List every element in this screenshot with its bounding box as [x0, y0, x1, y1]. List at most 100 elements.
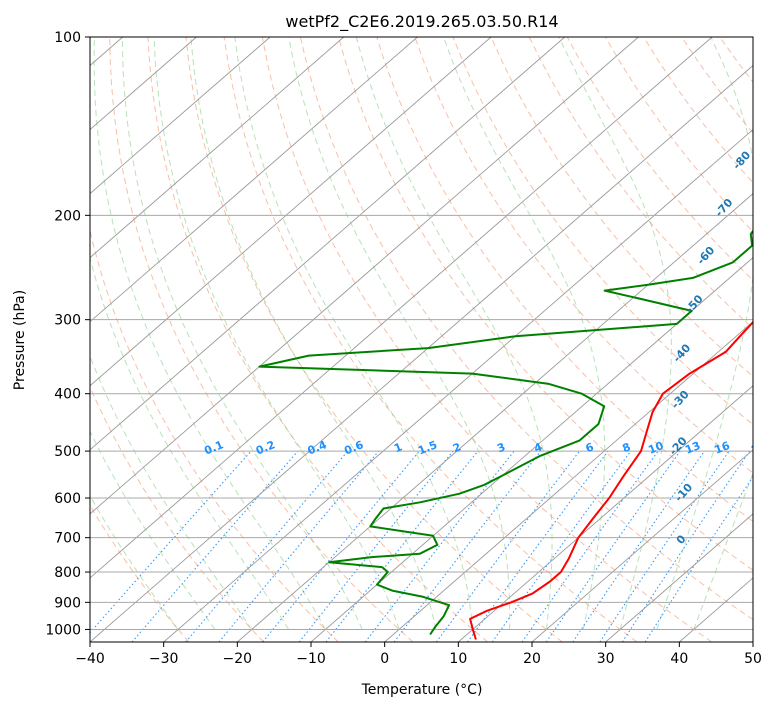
mixing-ratio-line — [262, 450, 420, 642]
isotherm-line — [310, 257, 753, 642]
moist-adiabat-line — [656, 37, 753, 630]
mixing-ratio-label: 16 — [713, 439, 732, 457]
y-axis-ticks: 100 200 300 400 500 600 700 800 900 1000 — [45, 30, 90, 638]
moist-adiabat-line — [693, 471, 753, 630]
y-tick-label: 700 — [54, 531, 81, 547]
moist-adiabat-line — [93, 37, 326, 630]
dry-adiabat-label: -60 — [694, 244, 717, 268]
dry-adiabat-line — [643, 37, 753, 184]
mixing-ratio-line — [218, 450, 380, 642]
mixing-ratio-line — [325, 450, 479, 642]
mixing-ratio-label: 20 — [750, 439, 769, 457]
dry-adiabat-line — [223, 37, 638, 642]
mixing-ratio-line — [491, 450, 632, 642]
moist-adiabat-label: 30 — [760, 555, 775, 575]
isotherm-line — [531, 449, 753, 642]
y-axis-label: Pressure (hPa) — [12, 290, 28, 390]
x-axis-label: Temperature (°C) — [361, 682, 483, 698]
mixing-ratio-line — [572, 450, 705, 642]
isotherm-line — [90, 37, 566, 451]
mixing-ratio-label: 0.6 — [342, 438, 365, 457]
dry-adiabat-label: -80 — [730, 148, 753, 172]
mixing-ratio-label: 0.2 — [254, 438, 277, 457]
x-tick-label: −40 — [75, 651, 105, 667]
moist-adiabat-line — [288, 37, 511, 630]
moist-adiabat-line — [153, 37, 400, 630]
dry-adiabat-line — [109, 37, 414, 642]
isotherm-line — [90, 37, 345, 259]
x-tick-label: −20 — [223, 651, 253, 667]
y-tick-label: 100 — [54, 30, 81, 46]
dry-adiabat-label: -10 — [672, 481, 695, 505]
isotherm-line — [90, 37, 271, 195]
x-tick-label: 10 — [449, 651, 467, 667]
y-tick-label: 900 — [54, 595, 81, 611]
isotherm-line — [90, 37, 418, 323]
x-tick-label: 20 — [523, 651, 541, 667]
mixing-ratio-line — [467, 450, 609, 642]
dry-adiabat-label: -50 — [683, 292, 706, 316]
dry-adiabat-line — [90, 228, 339, 642]
x-tick-label: 0 — [380, 651, 389, 667]
isotherm-line — [384, 321, 753, 642]
isotherm-line — [605, 513, 753, 642]
dry-adiabat-label: -70 — [713, 196, 736, 220]
temperature-line — [469, 320, 753, 640]
dry-adiabat-line — [681, 37, 753, 134]
y-tick-label: 200 — [54, 208, 81, 224]
dry-adiabat-line — [452, 37, 753, 426]
dry-adiabat-line — [376, 37, 753, 523]
moist-adiabat-line — [558, 37, 672, 630]
background-lines-layer — [90, 37, 753, 642]
isotherm-line — [237, 192, 753, 642]
isotherm-line — [90, 37, 197, 131]
dry-adiabat-line — [90, 385, 264, 642]
isotherm-line — [90, 37, 639, 515]
mixing-ratio-line — [621, 450, 751, 642]
dry-adiabat-label: -90 — [751, 98, 774, 122]
profile-series-layer — [258, 229, 753, 640]
moist-adiabat-label: 20 — [752, 523, 772, 543]
moist-adiabat-label: 40 — [769, 585, 775, 605]
y-tick-label: 1000 — [45, 622, 81, 638]
dry-adiabat-line — [261, 37, 712, 642]
y-tick-label: 600 — [54, 491, 81, 507]
isotherm-line — [90, 64, 753, 642]
moist-adiabat-line — [234, 37, 474, 630]
x-axis-ticks: −40 −30 −20 −10 0 10 20 30 40 50 — [75, 642, 762, 667]
moist-adiabat-line — [90, 255, 290, 630]
dry-adiabat-line — [299, 37, 753, 621]
moist-adiabat-line — [190, 37, 437, 630]
mixing-ratio-line — [521, 450, 659, 642]
mixing-ratio-label: 1.5 — [416, 438, 439, 457]
dry-adiabat-line — [719, 37, 753, 84]
mixing-ratio-line — [435, 450, 580, 642]
dry-adiabat-line — [604, 37, 753, 233]
x-tick-label: 30 — [597, 651, 615, 667]
mixing-ratio-label: 0.1 — [202, 438, 225, 457]
plot-frame — [89, 36, 754, 643]
dry-adiabat-line — [414, 37, 753, 474]
isotherm-line — [163, 128, 753, 642]
x-tick-label: −30 — [149, 651, 179, 667]
mixing-ratio-label: 8 — [621, 440, 633, 455]
dry-adiabat-line — [147, 37, 488, 642]
moist-adiabat-line — [443, 37, 606, 630]
isotherm-line — [90, 37, 713, 579]
chart-title: wetPf2_C2E6.2019.265.03.50.R14 — [285, 12, 558, 32]
mixing-ratio-line — [545, 450, 681, 642]
mixing-ratio-line — [185, 450, 349, 642]
y-tick-label: 400 — [54, 387, 81, 403]
dry-adiabat-label: -30 — [669, 388, 692, 412]
y-tick-label: 500 — [54, 444, 81, 460]
mixing-ratio-label: 10 — [646, 439, 665, 457]
moist-adiabat-line — [90, 494, 179, 630]
dewpoint-line — [258, 229, 753, 636]
moist-adiabat-label: 10 — [751, 492, 771, 512]
mixing-ratio-label: 3 — [495, 440, 507, 455]
mixing-ratio-line — [599, 450, 730, 642]
dry-adiabat-line — [90, 504, 190, 642]
adiabat-labels-layer: -100-90-80-70-60-50-40-30-20-10010203040… — [202, 98, 775, 605]
mixing-ratio-line — [644, 475, 753, 642]
